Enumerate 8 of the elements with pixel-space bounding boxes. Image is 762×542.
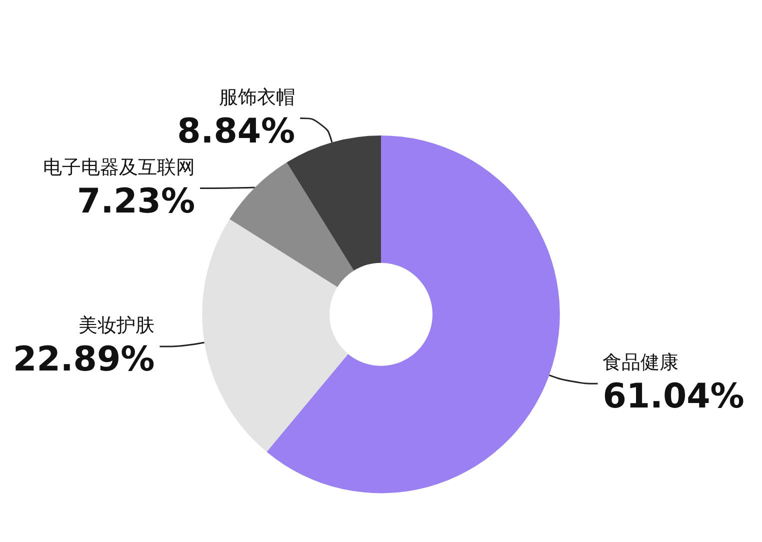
data-label: 7.23%: [77, 181, 196, 222]
data-label: 8.84%: [177, 111, 296, 152]
slice-label: 服饰衣帽: [219, 86, 296, 108]
slice-label: 食品健康: [602, 352, 679, 374]
slice-label: 电子电器及互联网: [43, 156, 196, 178]
slice-label: 美妆护肤: [78, 314, 155, 336]
data-label: 61.04%: [602, 376, 744, 417]
data-label: 22.89%: [13, 339, 155, 380]
